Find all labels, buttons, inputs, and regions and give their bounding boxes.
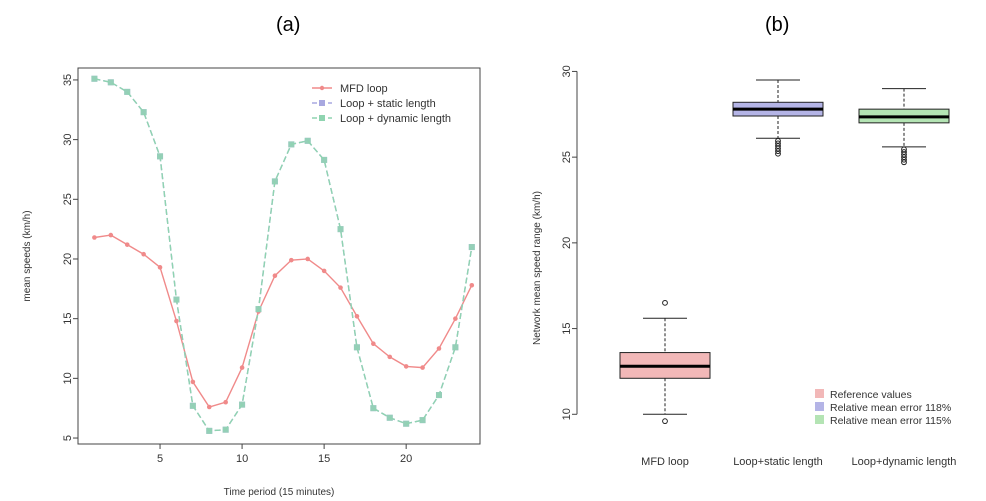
plot-frame-a	[77, 67, 481, 445]
x-tick-label-a: 20	[400, 453, 412, 465]
x-tick-label-a: 10	[236, 453, 248, 465]
data-point-s0	[174, 318, 179, 324]
data-point-s2	[337, 226, 344, 233]
outlier-point	[775, 137, 781, 144]
outlier-point	[662, 299, 668, 306]
data-point-s0	[371, 341, 376, 347]
legend-marker-a-0	[319, 85, 325, 91]
data-point-s2	[321, 156, 328, 163]
x-tick-label-a: 5	[157, 453, 163, 465]
data-point-s2	[173, 296, 180, 303]
y-axis-label-a: mean speeds (km/h)	[22, 210, 33, 301]
data-point-s0	[354, 313, 360, 319]
outlier-point	[901, 146, 907, 153]
data-point-s2	[157, 153, 164, 160]
outlier-point	[901, 149, 907, 155]
legend-label-a-2: Loop + dynamic length	[340, 113, 451, 125]
outlier-point	[775, 140, 781, 147]
y-axis-label-b: Network mean speed range (km/h)	[532, 191, 543, 345]
legend-marker-a-1	[319, 100, 325, 106]
data-point-s0	[469, 282, 475, 288]
y-tick-label-a: 5	[62, 435, 74, 441]
legend-swatch-b-1	[815, 402, 824, 411]
data-point-s0	[92, 235, 97, 240]
data-point-s0	[321, 268, 327, 274]
data-point-s2	[140, 109, 147, 116]
panel-b-label: (b)	[765, 14, 790, 36]
legend-marker-a-2	[319, 115, 325, 121]
data-point-s0	[239, 365, 245, 370]
data-point-s2	[206, 427, 213, 434]
data-point-s2	[189, 402, 196, 409]
panel-a-label: (a)	[276, 14, 301, 36]
data-point-s2	[452, 344, 459, 351]
data-point-s2	[468, 244, 475, 251]
data-point-s0	[420, 365, 425, 370]
data-point-s0	[124, 242, 130, 247]
data-point-s2	[91, 75, 98, 82]
y-tick-label-a: 35	[62, 74, 74, 86]
data-point-s2	[386, 414, 393, 421]
series-line-0	[94, 234, 473, 408]
data-point-s0	[305, 256, 311, 262]
legend-label-a-0: MFD loop	[340, 83, 388, 95]
data-point-s2	[124, 88, 131, 95]
legend-swatch-b-0	[815, 389, 824, 398]
data-point-s0	[289, 257, 294, 263]
y-tick-label-a: 25	[62, 193, 74, 205]
data-point-s0	[338, 285, 343, 290]
data-point-s2	[271, 178, 278, 185]
x-tick-label-a: 15	[318, 453, 330, 465]
legend-label-a-1: Loop + static length	[340, 98, 436, 110]
y-tick-label-a: 15	[62, 313, 74, 325]
data-point-s0	[403, 364, 409, 369]
data-point-s2	[370, 405, 377, 412]
y-tick-label-a: 20	[62, 253, 74, 265]
y-tick-label-b: 20	[561, 237, 573, 249]
data-point-s0	[223, 399, 228, 405]
y-tick-label-b: 30	[561, 65, 573, 77]
x-axis-label-a: Time period (15 minutes)	[224, 487, 335, 498]
outlier-point	[662, 418, 668, 425]
data-point-s2	[239, 401, 246, 408]
data-point-s0	[206, 404, 212, 410]
y-tick-label-b: 10	[561, 408, 573, 420]
y-tick-label-a: 10	[62, 372, 74, 384]
y-tick-label-b: 25	[561, 151, 573, 163]
data-point-s2	[288, 141, 295, 148]
data-point-s2	[222, 426, 229, 433]
data-point-s2	[435, 392, 442, 399]
data-point-s0	[141, 251, 146, 257]
y-tick-label-b: 15	[561, 322, 573, 334]
y-tick-label-a: 30	[62, 133, 74, 145]
data-point-s0	[157, 265, 163, 270]
data-point-s0	[272, 273, 278, 278]
legend-label-b-2: Relative mean error 115%	[830, 415, 951, 427]
data-point-s2	[255, 306, 262, 313]
legend-label-b-0: Reference values	[830, 389, 912, 401]
data-point-s2	[304, 137, 311, 144]
x-category-label-b: Loop+dynamic length	[852, 456, 957, 468]
legend-swatch-b-2	[815, 415, 824, 424]
data-point-s0	[190, 379, 196, 385]
data-point-s2	[403, 420, 410, 427]
data-point-s0	[387, 354, 393, 360]
data-point-s0	[108, 232, 114, 238]
x-category-label-b: MFD loop	[641, 456, 689, 468]
data-point-s0	[453, 316, 458, 321]
data-point-s2	[353, 344, 360, 351]
x-category-label-b: Loop+static length	[733, 456, 823, 468]
data-point-s2	[419, 417, 426, 424]
legend-label-b-1: Relative mean error 118%	[830, 402, 951, 414]
data-point-s0	[436, 346, 442, 351]
data-point-s2	[107, 79, 114, 86]
